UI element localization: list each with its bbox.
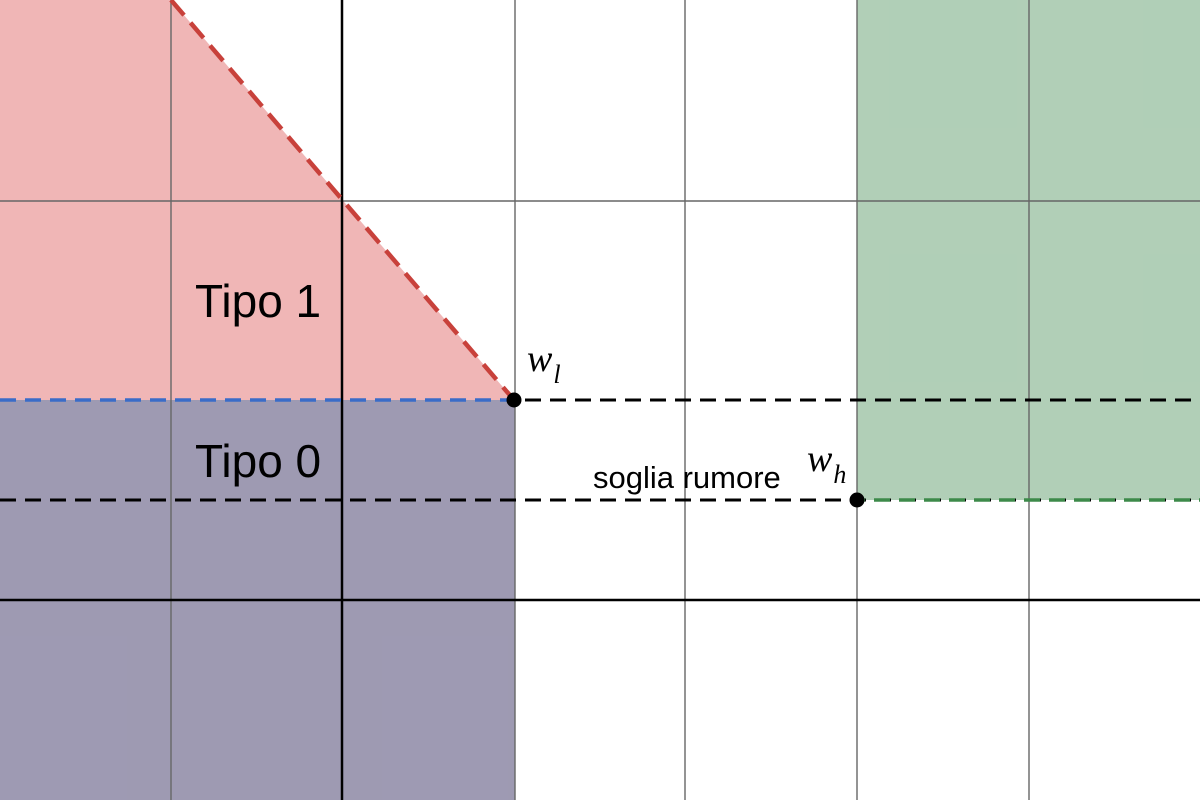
region-type1-label: Tipo 1 [195, 275, 321, 327]
point-wh-label: wh [807, 438, 846, 489]
point-wl-symbol: w [527, 338, 553, 380]
point-wl-subscript: l [553, 360, 560, 389]
region-type1 [0, 0, 514, 400]
noise-threshold-label: soglia rumore [593, 460, 781, 495]
point-wh-symbol: w [807, 438, 833, 480]
point-wl-label: wl [527, 338, 561, 389]
point-wl [506, 392, 522, 408]
point-wh-subscript: h [833, 460, 846, 489]
point-wh [849, 492, 865, 508]
region-type0-label: Tipo 0 [195, 435, 321, 487]
boundary-type1-dashed [169, 0, 516, 402]
